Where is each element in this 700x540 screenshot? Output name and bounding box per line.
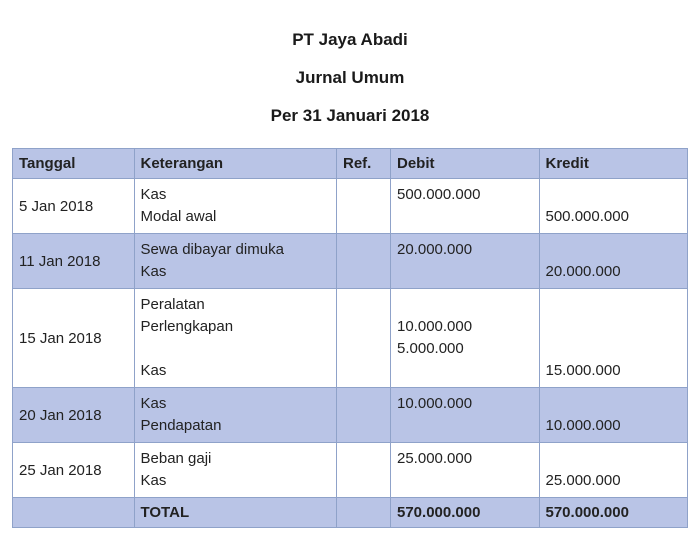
cell-ref bbox=[337, 289, 391, 388]
cell-line: 5.000.000 bbox=[397, 339, 533, 359]
cell-line: Perlengkapan bbox=[141, 317, 331, 337]
col-keterangan: Keterangan bbox=[134, 149, 337, 179]
table-row: 11 Jan 2018Sewa dibayar dimukaKas20.000.… bbox=[13, 234, 688, 289]
cell-tanggal: 11 Jan 2018 bbox=[13, 234, 135, 289]
cell-ref bbox=[337, 388, 391, 443]
cell-line: 500.000.000 bbox=[397, 185, 533, 205]
cell-line bbox=[546, 394, 682, 414]
cell-tanggal: 20 Jan 2018 bbox=[13, 388, 135, 443]
cell-line: Pendapatan bbox=[141, 416, 331, 436]
cell-empty bbox=[337, 498, 391, 528]
table-header-row: Tanggal Keterangan Ref. Debit Kredit bbox=[13, 149, 688, 179]
cell-line bbox=[141, 339, 331, 359]
total-label: TOTAL bbox=[134, 498, 337, 528]
cell-line: 10.000.000 bbox=[397, 394, 533, 414]
cell-keterangan: Sewa dibayar dimukaKas bbox=[134, 234, 337, 289]
report-period: Per 31 Januari 2018 bbox=[12, 106, 688, 126]
report-header: PT Jaya Abadi Jurnal Umum Per 31 Januari… bbox=[12, 30, 688, 126]
cell-debit: 10.000.000 bbox=[391, 388, 540, 443]
cell-line: Kas bbox=[141, 394, 331, 414]
cell-line bbox=[397, 361, 533, 381]
cell-kredit: 20.000.000 bbox=[539, 234, 688, 289]
cell-line bbox=[397, 207, 533, 227]
company-name: PT Jaya Abadi bbox=[12, 30, 688, 50]
cell-line: Kas bbox=[141, 361, 331, 381]
cell-line bbox=[546, 185, 682, 205]
cell-kredit: 10.000.000 bbox=[539, 388, 688, 443]
cell-line: 500.000.000 bbox=[546, 207, 682, 227]
total-row: TOTAL 570.000.000570.000.000 bbox=[13, 498, 688, 528]
cell-ref bbox=[337, 443, 391, 498]
cell-kredit: 15.000.000 bbox=[539, 289, 688, 388]
col-debit: Debit bbox=[391, 149, 540, 179]
cell-line: 20.000.000 bbox=[397, 240, 533, 260]
cell-debit: 20.000.000 bbox=[391, 234, 540, 289]
cell-line: 25.000.000 bbox=[397, 449, 533, 469]
cell-ref bbox=[337, 234, 391, 289]
table-row: 20 Jan 2018KasPendapatan10.000.00010.000… bbox=[13, 388, 688, 443]
table-row: 15 Jan 2018 PeralatanPerlengkapan Kas 10.00… bbox=[13, 289, 688, 388]
table-row: 5 Jan 2018KasModal awal500.000.000500.00… bbox=[13, 179, 688, 234]
cell-line bbox=[546, 449, 682, 469]
cell-line: Kas bbox=[141, 185, 331, 205]
total-kredit: 570.000.000 bbox=[539, 498, 688, 528]
cell-keterangan: KasModal awal bbox=[134, 179, 337, 234]
cell-line: Peralatan bbox=[141, 295, 331, 315]
cell-keterangan: Beban gajiKas bbox=[134, 443, 337, 498]
cell-line: 10.000.000 bbox=[397, 317, 533, 337]
cell-line: 15.000.000 bbox=[546, 361, 682, 381]
cell-kredit: 500.000.000 bbox=[539, 179, 688, 234]
report-title: Jurnal Umum bbox=[12, 68, 688, 88]
cell-line: Modal awal bbox=[141, 207, 331, 227]
col-tanggal: Tanggal bbox=[13, 149, 135, 179]
cell-line bbox=[546, 339, 682, 359]
cell-keterangan: KasPendapatan bbox=[134, 388, 337, 443]
col-ref: Ref. bbox=[337, 149, 391, 179]
cell-empty bbox=[13, 498, 135, 528]
cell-keterangan: PeralatanPerlengkapan Kas bbox=[134, 289, 337, 388]
cell-ref bbox=[337, 179, 391, 234]
cell-debit: 10.000.0005.000.000 bbox=[391, 289, 540, 388]
cell-line bbox=[546, 317, 682, 337]
cell-line: Beban gaji bbox=[141, 449, 331, 469]
cell-line: Kas bbox=[141, 471, 331, 491]
cell-line bbox=[546, 295, 682, 315]
total-debit: 570.000.000 bbox=[391, 498, 540, 528]
cell-line bbox=[546, 240, 682, 260]
cell-line bbox=[397, 262, 533, 282]
col-kredit: Kredit bbox=[539, 149, 688, 179]
cell-line: 20.000.000 bbox=[546, 262, 682, 282]
cell-line bbox=[397, 416, 533, 436]
cell-tanggal: 5 Jan 2018 bbox=[13, 179, 135, 234]
cell-debit: 25.000.000 bbox=[391, 443, 540, 498]
cell-line: 10.000.000 bbox=[546, 416, 682, 436]
cell-line: Sewa dibayar dimuka bbox=[141, 240, 331, 260]
cell-tanggal: 25 Jan 2018 bbox=[13, 443, 135, 498]
cell-kredit: 25.000.000 bbox=[539, 443, 688, 498]
cell-line bbox=[397, 295, 533, 315]
cell-line bbox=[397, 471, 533, 491]
table-row: 25 Jan 2018Beban gajiKas25.000.00025.000… bbox=[13, 443, 688, 498]
cell-tanggal: 15 Jan 2018 bbox=[13, 289, 135, 388]
cell-debit: 500.000.000 bbox=[391, 179, 540, 234]
journal-table: Tanggal Keterangan Ref. Debit Kredit 5 J… bbox=[12, 148, 688, 528]
cell-line: 25.000.000 bbox=[546, 471, 682, 491]
cell-line: Kas bbox=[141, 262, 331, 282]
